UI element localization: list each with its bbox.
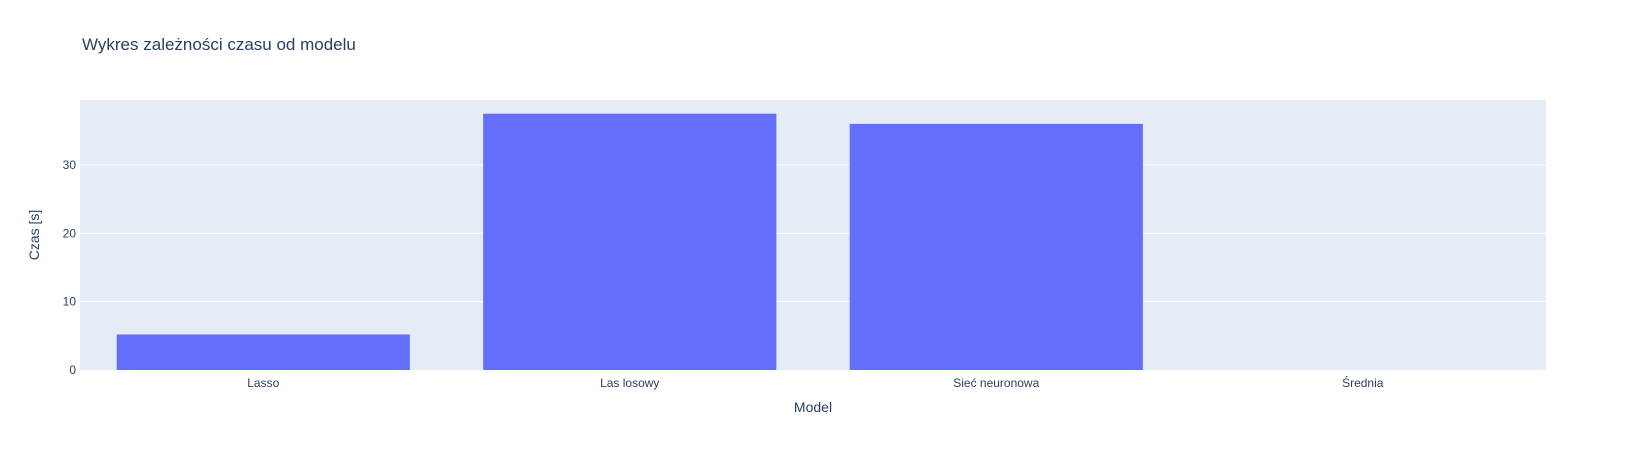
x-tick-label: Lasso	[247, 376, 279, 390]
y-tick-label: 20	[63, 226, 77, 240]
grid-lines	[80, 164, 1546, 303]
bars	[116, 113, 1143, 371]
y-tick-label: 0	[69, 363, 76, 377]
bar-1[interactable]	[483, 113, 777, 370]
x-tick-label: Las losowy	[600, 376, 659, 390]
x-tick-label: Sieć neuronowa	[953, 376, 1039, 390]
x-axis-ticks: Lasso Las losowy Sieć neuronowa Średnia	[247, 375, 1384, 390]
y-axis-ticks: 0 10 20 30	[63, 158, 77, 377]
x-axis-title: Model	[794, 399, 832, 415]
chart-title: Wykres zależności czasu od modelu	[82, 35, 356, 54]
bar-2[interactable]	[849, 123, 1143, 371]
y-tick-label: 30	[63, 158, 77, 172]
x-tick-label: Średnia	[1342, 375, 1384, 390]
bar-0[interactable]	[116, 334, 410, 370]
y-tick-label: 10	[63, 295, 77, 309]
y-axis-title: Czas [s]	[26, 210, 42, 261]
plot-area	[80, 100, 1546, 370]
